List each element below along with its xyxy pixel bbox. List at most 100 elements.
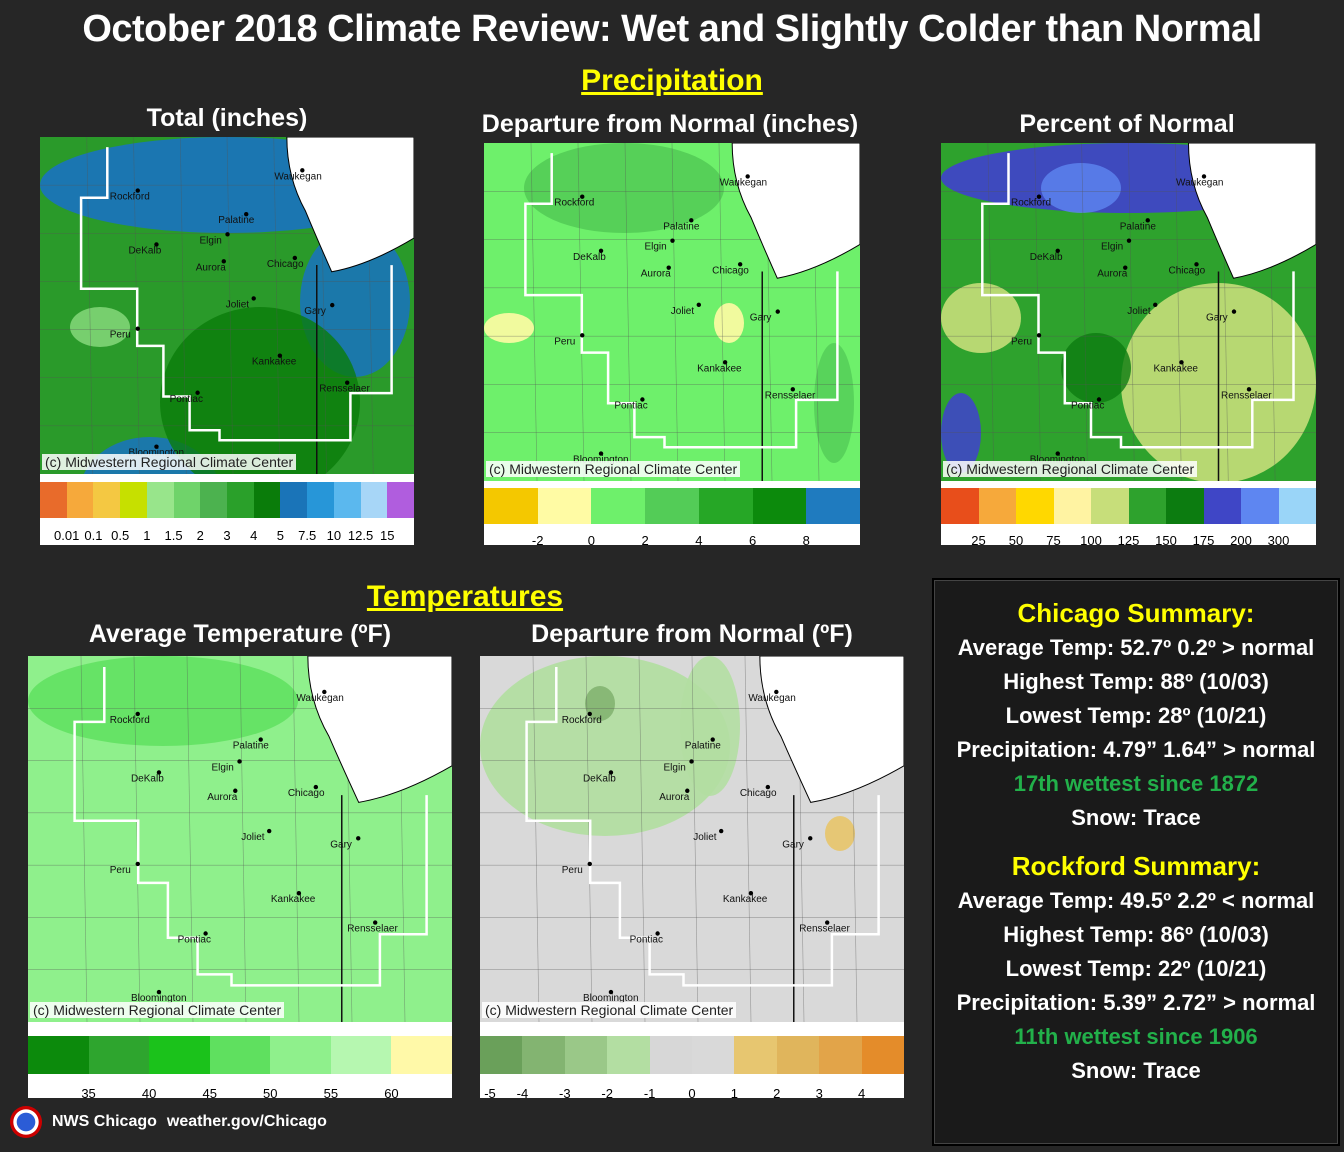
city-summary-box: Chicago Summary: Average Temp: 52.7º 0.2… [932,578,1340,1146]
percent-normal-map-panel: Rockford Waukegan Palatine Elgin DeKalb Auror… [941,143,1316,545]
panel-title-temp-departure: Departure from Normal (ºF) [531,620,853,648]
legend-swatch [66,482,94,518]
avg-temp-map-panel: Rockford Waukegan Palatine Elgin DeKalb Auror… [28,656,452,1098]
legend-tick-label: 200 [1230,533,1252,545]
city-dot [598,248,604,253]
county-line [638,656,646,1022]
city-label: Rockford [1011,198,1051,209]
county-line [226,137,234,474]
legend-tick-label: 5 [276,528,285,543]
city-dot [135,711,140,717]
city-dot [244,211,249,217]
city-label: DeKalb [1030,252,1063,263]
contour-region [585,686,615,721]
city-dot [1123,265,1128,270]
city-label: Joliet [241,832,265,843]
legend-tick-label: 25 [971,533,986,545]
legend-swatch [564,1036,608,1074]
chicago-highest-temp: Highest Temp: 88º (10/03) [1003,669,1269,694]
city-label: Chicago [1169,265,1206,276]
legend-tick-label: 1 [143,528,151,543]
city-dot [154,242,159,247]
city-label: Waukegan [748,693,795,704]
contour-region [480,656,730,836]
city-dot [345,380,350,385]
legend-tick-label: 60 [384,1086,399,1098]
credit-label: (c) Midwestern Regional Climate Center [482,1002,737,1018]
legend-tick-label: 175 [1192,533,1215,545]
city-dot [689,218,694,223]
city-dot [237,759,242,764]
city-label: Bloomington [583,993,639,1004]
contour-region [524,143,724,233]
temp-departure-map-panel: Rockford Waukegan Palatine Elgin DeKalb Auror… [480,656,904,1098]
legend-tick-label: 4 [250,528,258,543]
city-dot [1036,333,1042,338]
city-dot [373,920,378,925]
city-label: DeKalb [583,773,616,784]
city-dot [689,759,694,764]
city-label: Peru [110,865,131,876]
city-dot [1055,451,1060,456]
city-dot [722,360,728,365]
legend-tick-label: 2 [773,1086,781,1098]
legend-tick-label: 1.5 [164,528,183,543]
city-dot [1145,218,1150,223]
county-line [273,137,281,474]
city-dot [233,788,238,793]
credit-label: (c) Midwestern Regional Climate Center [30,1002,285,1018]
legend-swatch [480,1036,523,1074]
legend-tick-label: 50 [263,1086,278,1098]
city-label: Elgin [212,762,234,773]
county-line [671,143,679,481]
contour-region [714,303,744,343]
city-dot [195,390,200,395]
legend-tick-label: 0 [688,1086,696,1098]
legend-tick-label: 4 [857,1086,866,1098]
legend-swatch [819,1036,862,1074]
legend-swatch [270,1036,331,1074]
city-label: Kankakee [723,894,768,905]
contour-region [825,816,855,851]
legend-tick-label: 1 [730,1086,739,1098]
city-dot [267,828,272,834]
city-label: Elgin [664,762,686,773]
city-dot [696,302,701,308]
legend-swatch [1091,488,1129,524]
city-label: Rensselaer [319,384,370,395]
footer-url[interactable]: weather.gov/Chicago [166,1113,327,1130]
county-line [186,656,194,1022]
city-label: Elgin [200,235,222,246]
city-label: Aurora [207,792,237,803]
legend-swatch [173,482,201,518]
city-dot [808,836,813,841]
city-label: Rensselaer [1221,390,1272,401]
color-legend [941,488,1316,524]
city-label: Rockford [110,192,150,203]
color-legend [480,1036,904,1074]
legend-tick-label: 300 [1267,533,1290,545]
city-dot [719,828,724,834]
city-label: Gary [782,839,804,850]
legend-swatch [649,1036,693,1074]
city-dot [745,174,750,179]
cwa-boundary [525,667,880,987]
city-dot [1179,360,1184,365]
legend-tick-label: -2 [601,1086,613,1098]
legend-swatch [1128,488,1166,524]
color-legend [484,488,860,524]
legend-tick-label: 0.01 [54,528,80,543]
chicago-precipitation: Precipitation: 4.79” 1.64” > normal [956,737,1316,762]
contour-region [1061,333,1131,403]
city-label: Bloomington [128,448,184,459]
city-label: Waukegan [1176,177,1223,188]
city-dot [356,836,361,841]
contour-region [680,656,740,796]
legend-swatch [40,482,67,518]
county-line [1175,143,1182,481]
city-dot [1126,238,1132,243]
panel-title-precip-departure: Departure from Normal (inches) [481,110,859,138]
rockford-wettest-rank: 11th wettest since 1906 [1014,1024,1258,1049]
county-line [624,143,632,481]
region-map: Rockford Waukegan Palatine Elgin DeKalb Auror… [484,143,860,481]
